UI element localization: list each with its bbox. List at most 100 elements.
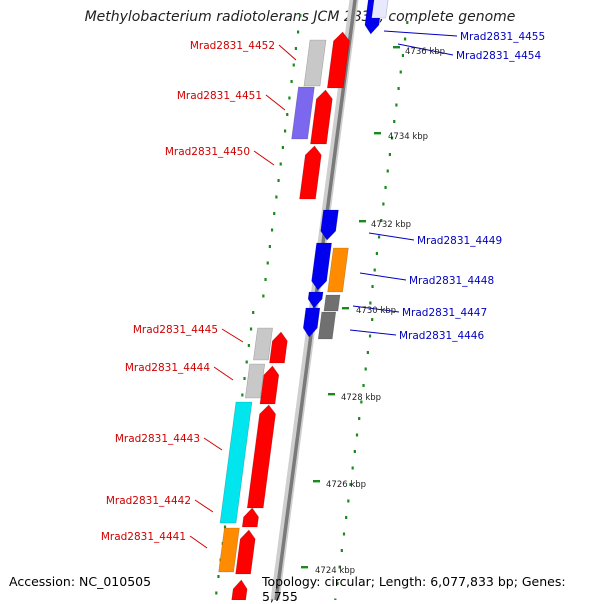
guide-dot — [368, 334, 372, 338]
gene-labels: Mrad2831_4452 Mrad2831_4451 Mrad2831_4450 M… — [101, 30, 545, 549]
guide-dot — [342, 532, 346, 536]
guide-dot — [279, 162, 282, 166]
gene-block — [291, 86, 315, 140]
guide-dot — [299, 14, 302, 17]
guide-dot — [390, 136, 394, 140]
gene-label-mrad2831_4454: Mrad2831_4454 — [456, 50, 541, 62]
guide-dot — [406, 21, 409, 24]
label-leader — [349, 329, 397, 336]
gene-label-mrad2831_4447: Mrad2831_4447 — [402, 307, 487, 319]
gene-label-mrad2831_4452: Mrad2831_4452 — [190, 40, 275, 52]
gene-arrow — [307, 291, 324, 309]
guide-dot — [393, 120, 396, 123]
guide-dot — [371, 318, 374, 321]
scale-tick-mark — [313, 480, 320, 483]
guide-dot — [281, 146, 285, 149]
guide-dot — [377, 235, 381, 239]
guide-dot — [373, 268, 376, 272]
guide-dot — [355, 433, 359, 437]
gene-arrow — [235, 529, 256, 575]
gene-block — [327, 247, 349, 293]
label-leader — [278, 44, 297, 61]
guide-dot — [364, 367, 367, 371]
gene-block — [323, 294, 341, 312]
gene-label-mrad2831_4443: Mrad2831_4443 — [115, 433, 200, 445]
gene-arrow — [320, 209, 339, 241]
gene-block — [244, 363, 266, 399]
gene-arrow — [326, 31, 350, 89]
gene-label-mrad2831_4455: Mrad2831_4455 — [460, 31, 545, 43]
gene-arrow — [269, 331, 288, 364]
guide-dot — [294, 47, 298, 50]
scale-tick-mark — [328, 393, 335, 396]
guide-dot — [388, 153, 392, 156]
gene-block — [253, 327, 273, 361]
guide-dot — [283, 129, 287, 133]
guide-dot — [384, 186, 387, 189]
gene-block — [317, 311, 337, 340]
guide-dot — [270, 228, 274, 232]
guide-dot — [401, 54, 405, 57]
guide-dot — [243, 377, 246, 380]
guide-dot — [360, 400, 363, 404]
gene-arrow — [299, 145, 322, 200]
guide-dot — [403, 37, 407, 41]
guide-dot — [369, 301, 372, 305]
guide-dot — [268, 245, 271, 248]
guide-dot — [353, 450, 356, 453]
scale-tick-label: 4728 kbp — [341, 393, 381, 403]
gene-label-mrad2831_4444: Mrad2831_4444 — [125, 362, 210, 374]
scale-tick-label: 4724 kbp — [315, 566, 355, 576]
label-leader — [359, 272, 407, 281]
gene-block — [371, 0, 389, 19]
guide-dot — [358, 417, 361, 420]
scale-tick-label: 4734 kbp — [388, 132, 428, 142]
guide-dot — [336, 582, 339, 585]
gene-label-mrad2831_4451: Mrad2831_4451 — [177, 90, 262, 102]
scale-tick-mark — [359, 220, 366, 223]
gene-arrow — [302, 307, 321, 338]
guide-dot — [395, 103, 398, 107]
guide-dot — [277, 179, 280, 182]
guide-dot — [223, 525, 227, 529]
guide-dot — [288, 96, 291, 100]
guide-dot — [290, 80, 293, 83]
guide-dot — [286, 113, 289, 116]
scale-tick-mark — [301, 566, 308, 569]
gene-block — [218, 527, 240, 573]
gene-arrow — [246, 404, 276, 509]
guide-dot — [366, 351, 369, 354]
gene-block — [303, 39, 327, 87]
label-leader — [265, 94, 286, 111]
label-leader — [368, 232, 415, 241]
guide-dot — [340, 549, 343, 552]
gene-label-mrad2831_4442: Mrad2831_4442 — [106, 495, 191, 507]
gene-label-mrad2831_4446: Mrad2831_4446 — [399, 330, 484, 342]
guide-dot — [345, 516, 348, 519]
guide-dot — [397, 87, 400, 90]
guide-dot — [386, 169, 389, 173]
scale-tick-label: 4732 kbp — [371, 220, 411, 230]
gene-block — [219, 401, 253, 524]
guide-dot — [375, 252, 378, 255]
gene-arrow — [241, 507, 259, 528]
scale-ticks: 4736 kbp 4734 kbp 4732 kbp 4730 kbp 4728 kbp… — [301, 46, 445, 576]
label-leader — [194, 499, 214, 513]
guide-dot — [252, 311, 255, 314]
label-leader — [383, 30, 458, 37]
label-leader — [221, 328, 244, 343]
guide-dot — [362, 384, 365, 387]
scale-tick-mark — [393, 46, 400, 49]
accession-text: Accession: NC_010505 — [9, 574, 152, 589]
gene-arrow — [231, 579, 248, 600]
guide-dot — [382, 202, 385, 206]
gene-label-mrad2831_4448: Mrad2831_4448 — [409, 275, 494, 287]
scale-tick-label: 4736 kbp — [405, 47, 445, 57]
guide-dot — [249, 327, 253, 331]
guide-dot — [351, 466, 354, 470]
gene-label-mrad2831_4441: Mrad2831_4441 — [101, 531, 186, 543]
label-leader — [213, 366, 234, 381]
guide-dot — [273, 212, 276, 215]
scale-tick-label: 4726 kbp — [326, 480, 366, 490]
